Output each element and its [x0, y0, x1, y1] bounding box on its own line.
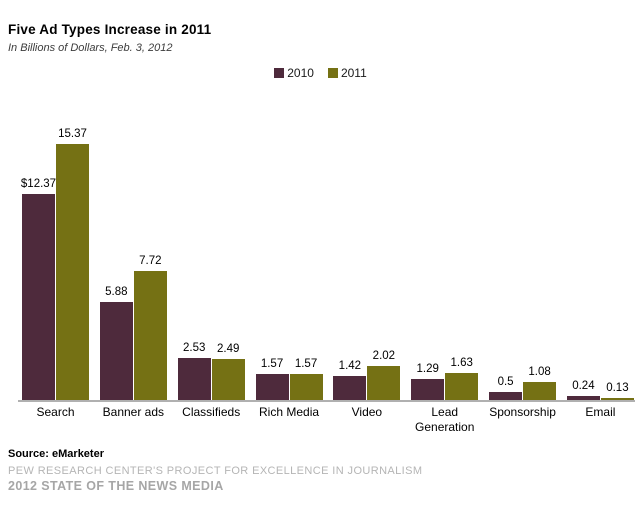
bar-2010: 1.29: [411, 363, 445, 400]
bar-2011: 1.08: [523, 366, 557, 400]
bar-value-label: 1.57: [260, 358, 284, 370]
legend-label-2010: 2010: [287, 66, 314, 80]
bar-group: 0.24 0.13 Email: [566, 124, 634, 419]
bar-group: 5.88 7.72 Banner ads: [99, 124, 167, 419]
category-label: Sponsorship: [489, 405, 556, 419]
bar-value-label: 2.49: [216, 343, 240, 355]
bar-value-label: 2.02: [372, 350, 396, 362]
bar-value-label: 0.13: [606, 382, 629, 394]
bar-2011: 2.02: [367, 350, 401, 400]
bar-2011: 1.57: [289, 358, 323, 400]
bar-value-label: 1.08: [528, 366, 551, 378]
bar-value-label: 1.29: [416, 363, 439, 375]
legend-item-2010: 2010: [274, 66, 314, 80]
bar-2010: 2.53: [177, 342, 211, 400]
bar-2010: 1.57: [255, 358, 289, 400]
bar-value-label: $12.37: [20, 178, 57, 190]
category-label: Search: [36, 405, 75, 419]
chart-subtitle: In Billions of Dollars, Feb. 3, 2012: [8, 42, 173, 54]
bar-plot-area: $12.37 15.37 Search 5.88 7.72 Banner ads 2.53 2…: [21, 124, 634, 434]
category-label: Video: [351, 405, 383, 419]
bar-2010: 1.42: [333, 360, 367, 400]
bar-value-label: 2.53: [182, 342, 206, 354]
legend-swatch-2010: [274, 68, 285, 78]
x-axis-baseline: [18, 400, 635, 402]
bar-value-label: 1.57: [294, 358, 318, 370]
bar-value-label: 0.5: [497, 376, 514, 388]
bar-2011: 0.13: [600, 382, 634, 400]
category-label: Banner ads: [102, 405, 165, 419]
bar-2010: 0.5: [489, 376, 523, 400]
bar-2010: $12.37: [21, 178, 56, 400]
bar-group: $12.37 15.37 Search: [21, 124, 89, 419]
bar-2011: 2.49: [211, 343, 245, 400]
org-credit-line: PEW RESEARCH CENTER'S PROJECT FOR EXCELL…: [8, 465, 423, 477]
bar-value-label: 7.72: [139, 255, 162, 267]
bar-value-label: 1.42: [338, 360, 362, 372]
bar-2011: 1.63: [445, 357, 479, 400]
bar-2010: 0.24: [566, 380, 600, 400]
chart-title: Five Ad Types Increase in 2011: [8, 22, 212, 37]
bar-group: 1.57 1.57 Rich Media: [255, 124, 323, 419]
bar-group: 2.53 2.49 Classifieds: [177, 124, 245, 419]
bar-2010: 5.88: [99, 286, 133, 400]
category-label: Email: [585, 405, 616, 419]
bar-group: 0.5 1.08 Sponsorship: [489, 124, 557, 419]
legend-item-2011: 2011: [327, 66, 367, 80]
bar-2011: 15.37: [56, 128, 89, 400]
source-note: Source: eMarketer: [8, 448, 104, 460]
bar-value-label: 5.88: [105, 286, 128, 298]
bar-group: 1.42 2.02 Video: [333, 124, 401, 419]
report-title-line: 2012 STATE OF THE NEWS MEDIA: [8, 479, 224, 493]
bar-value-label: 1.63: [450, 357, 473, 369]
category-label: Rich Media: [259, 405, 320, 419]
bar-group: 1.29 1.63 Lead Generation: [411, 124, 479, 434]
bar-value-label: 15.37: [58, 128, 87, 140]
legend: 2010 2011: [0, 66, 641, 80]
category-label: Classifieds: [182, 405, 241, 419]
bar-2011: 7.72: [133, 255, 167, 400]
legend-swatch-2011: [327, 68, 338, 78]
category-label: Lead Generation: [415, 405, 475, 434]
bar-value-label: 0.24: [572, 380, 595, 392]
legend-label-2011: 2011: [340, 66, 367, 80]
